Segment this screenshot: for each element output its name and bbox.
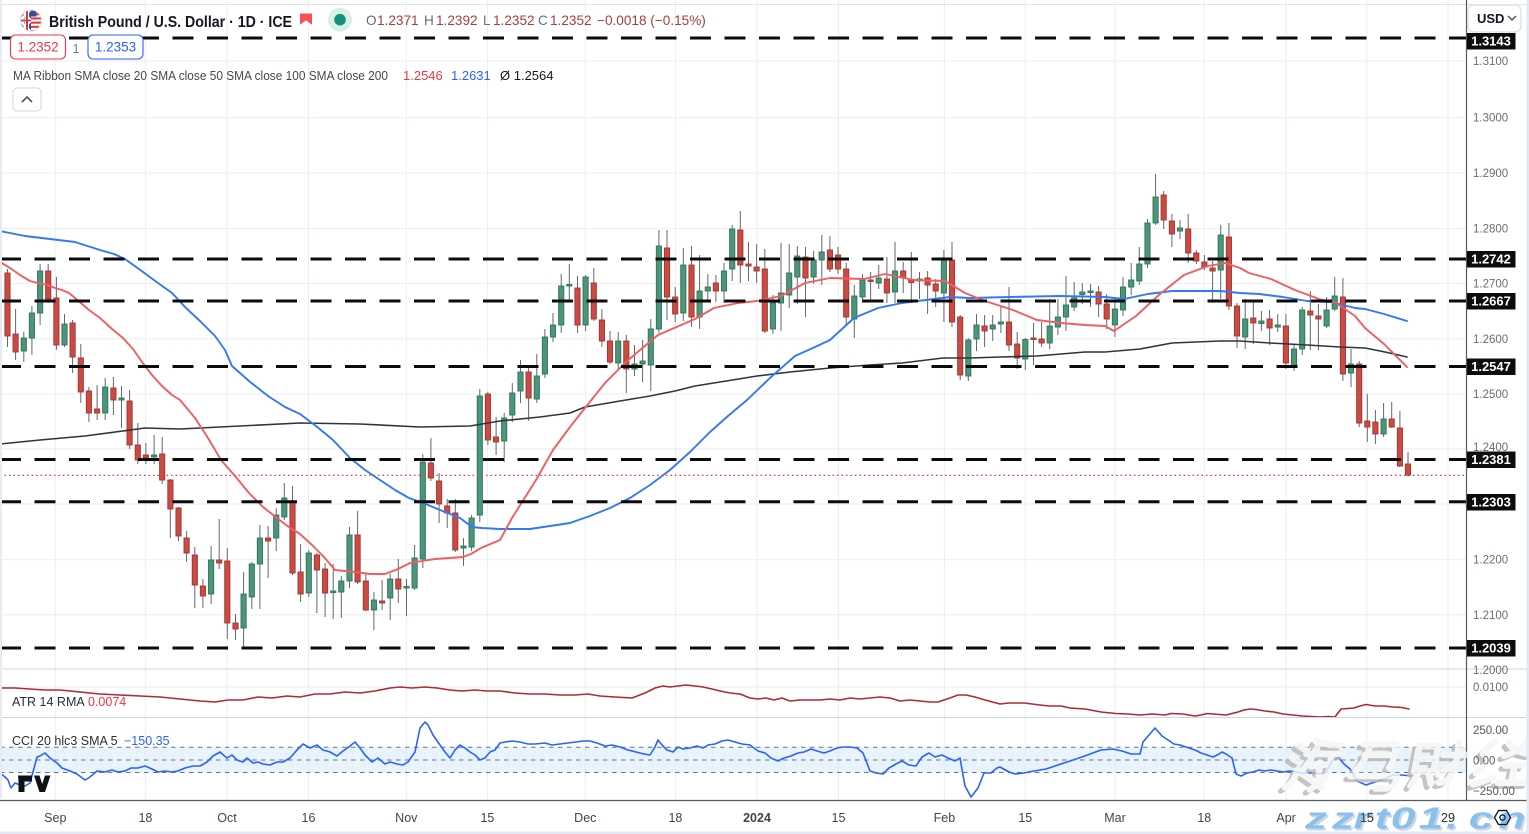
svg-text:1.2700: 1.2700	[1473, 279, 1508, 291]
svg-text:18: 18	[668, 811, 682, 825]
svg-text:Mar: Mar	[1104, 811, 1126, 825]
svg-text:1.3143: 1.3143	[1471, 34, 1511, 49]
svg-text:1.2352: 1.2352	[550, 13, 592, 28]
svg-text:t: t	[1377, 804, 1393, 834]
svg-text:1.2392: 1.2392	[436, 13, 478, 28]
svg-text:L: L	[483, 13, 491, 28]
svg-text:1.2546: 1.2546	[403, 68, 443, 83]
svg-text:1.2000: 1.2000	[1473, 665, 1508, 677]
svg-text:1.2500: 1.2500	[1473, 389, 1508, 401]
svg-text:c: c	[1469, 802, 1493, 834]
svg-text:1.2039: 1.2039	[1471, 641, 1511, 656]
svg-text:z: z	[1333, 804, 1356, 834]
svg-text:British Pound / U.S. Dollar ·: British Pound / U.S. Dollar · 1D · ICE	[49, 14, 292, 31]
svg-text:.: .	[1448, 804, 1460, 834]
svg-text:z: z	[1331, 802, 1354, 834]
svg-text:16: 16	[302, 811, 316, 825]
svg-text:1.2371: 1.2371	[377, 13, 419, 28]
svg-text:29: 29	[1441, 811, 1455, 825]
svg-text:1.2303: 1.2303	[1471, 495, 1511, 510]
svg-text:1: 1	[73, 42, 80, 56]
svg-text:1.2400: 1.2400	[1473, 442, 1508, 454]
svg-text:0.0100: 0.0100	[1473, 682, 1508, 694]
svg-text:Nov: Nov	[395, 811, 418, 825]
svg-text:1.2667: 1.2667	[1471, 294, 1511, 309]
svg-text:t: t	[1375, 802, 1391, 834]
svg-text:n: n	[1499, 802, 1526, 834]
svg-text:250.00: 250.00	[1473, 725, 1508, 737]
svg-text:1: 1	[1419, 802, 1443, 834]
svg-text:1.2381: 1.2381	[1471, 452, 1511, 467]
svg-text:z: z	[1306, 804, 1329, 834]
svg-text:15: 15	[1018, 811, 1032, 825]
svg-text:1.2547: 1.2547	[1471, 359, 1511, 374]
svg-text:29: 29	[1441, 811, 1455, 825]
svg-text:1.2352: 1.2352	[17, 40, 58, 55]
svg-text:USD: USD	[1477, 11, 1504, 26]
svg-text:15: 15	[1360, 811, 1374, 825]
svg-text:0.00: 0.00	[1473, 756, 1495, 768]
svg-text:H: H	[424, 13, 434, 28]
svg-text:15: 15	[832, 811, 846, 825]
svg-text:C: C	[538, 13, 548, 28]
svg-text:15: 15	[1360, 811, 1374, 825]
svg-text:18: 18	[138, 811, 152, 825]
svg-text:−150.35: −150.35	[124, 734, 170, 748]
svg-text:1.2353: 1.2353	[95, 40, 136, 55]
svg-text:18: 18	[1197, 811, 1211, 825]
svg-text:z: z	[1304, 802, 1327, 834]
svg-text:r: r	[1355, 804, 1375, 834]
svg-text:2024: 2024	[743, 811, 771, 825]
svg-text:c: c	[1471, 804, 1495, 834]
svg-text:r: r	[1353, 802, 1373, 834]
svg-text:−250.00: −250.00	[1473, 786, 1515, 798]
svg-text:1.2800: 1.2800	[1473, 223, 1508, 235]
svg-text:−250.00: −250.00	[1473, 786, 1515, 798]
svg-text:1.2742: 1.2742	[1471, 252, 1511, 267]
svg-text:1.2600: 1.2600	[1473, 334, 1508, 346]
svg-text:250.00: 250.00	[1473, 725, 1508, 737]
svg-text:1.2631: 1.2631	[451, 68, 491, 83]
svg-text:15: 15	[480, 811, 494, 825]
svg-text:Apr: Apr	[1276, 811, 1295, 825]
svg-text:Oct: Oct	[217, 811, 237, 825]
svg-text:Sep: Sep	[44, 811, 66, 825]
svg-text:CCI 20 hlc3 SMA 5: CCI 20 hlc3 SMA 5	[12, 734, 118, 748]
svg-text:1.3000: 1.3000	[1473, 113, 1508, 125]
svg-text:1.2200: 1.2200	[1473, 555, 1508, 567]
svg-text:Ø 1.2564: Ø 1.2564	[500, 68, 554, 83]
svg-text:0: 0	[1393, 804, 1417, 834]
svg-text:1.2352: 1.2352	[493, 13, 535, 28]
svg-text:1: 1	[1421, 804, 1445, 834]
svg-text:MA Ribbon SMA close 20 SMA clo: MA Ribbon SMA close 20 SMA close 50 SMA …	[13, 68, 388, 83]
svg-text:Dec: Dec	[574, 811, 596, 825]
svg-text:0.0074: 0.0074	[88, 695, 126, 709]
svg-text:0: 0	[1391, 802, 1415, 834]
svg-text:1.2100: 1.2100	[1473, 610, 1508, 622]
svg-text:1.2900: 1.2900	[1473, 168, 1508, 180]
svg-text:1.3100: 1.3100	[1473, 56, 1508, 68]
svg-text:O: O	[366, 13, 377, 28]
svg-text:.: .	[1446, 802, 1458, 834]
svg-text:−0.0018 (−0.15%): −0.0018 (−0.15%)	[597, 13, 706, 28]
svg-text:ATR 14 RMA: ATR 14 RMA	[12, 695, 85, 709]
svg-text:Feb: Feb	[934, 811, 956, 825]
